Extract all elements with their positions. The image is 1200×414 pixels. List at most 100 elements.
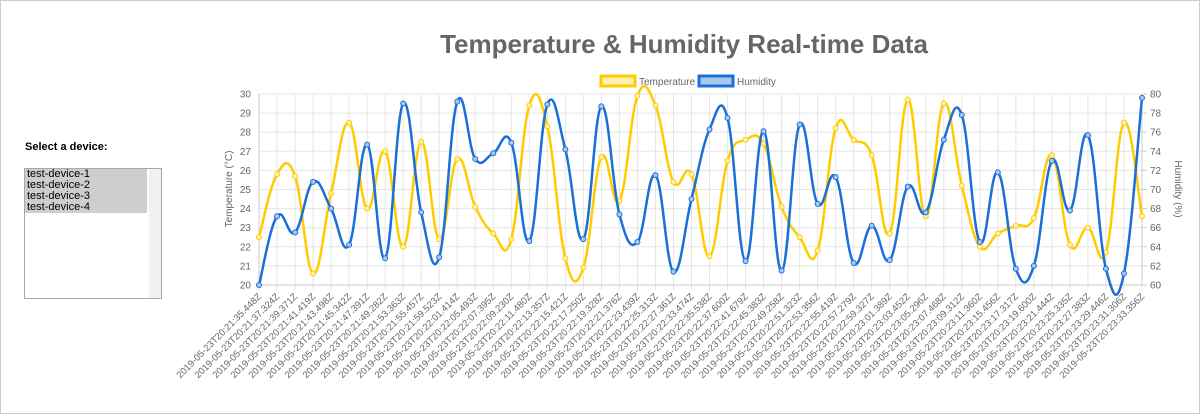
data-point (292, 173, 299, 180)
data-point (616, 211, 623, 218)
data-point (400, 100, 407, 107)
data-point (886, 257, 893, 264)
data-point (1030, 215, 1037, 222)
scrollbar[interactable] (149, 169, 161, 298)
data-point (940, 136, 947, 143)
legend-swatch (599, 74, 637, 88)
data-point (256, 282, 262, 288)
data-point (742, 258, 749, 265)
y-tick-label: 30 (240, 90, 252, 101)
data-point (580, 264, 587, 271)
data-point (1048, 152, 1055, 159)
data-point (526, 238, 533, 245)
data-point (688, 196, 695, 203)
y-tick-label: 23 (240, 223, 252, 234)
y2-tick-label: 78 (1150, 109, 1162, 120)
data-point (814, 247, 821, 254)
series-line (257, 84, 1144, 283)
data-point (706, 126, 713, 133)
data-point (328, 190, 335, 197)
y2-tick-label: 70 (1150, 185, 1162, 196)
data-point (418, 209, 425, 216)
device-option[interactable]: test-device-2 (25, 180, 147, 191)
data-point (1030, 262, 1037, 269)
data-point (454, 155, 461, 162)
data-point (1084, 132, 1091, 139)
data-point (346, 119, 353, 126)
data-point (868, 152, 875, 159)
data-point (598, 154, 605, 161)
device-option[interactable]: test-device-4 (25, 202, 147, 213)
data-point (346, 241, 353, 248)
data-point (382, 148, 389, 155)
data-point (832, 125, 839, 132)
data-point (886, 230, 893, 237)
data-point (472, 203, 479, 210)
data-point (760, 128, 767, 135)
y2-tick-label: 76 (1150, 128, 1162, 139)
y-tick-label: 25 (240, 185, 252, 196)
data-point (958, 182, 965, 189)
device-listbox[interactable]: test-device-1 test-device-2 test-device-3 t… (24, 168, 162, 299)
data-point (400, 243, 407, 250)
data-point (1102, 265, 1109, 272)
device-label: Select a device: (25, 141, 108, 153)
data-point (994, 169, 1001, 176)
data-point (1012, 222, 1019, 229)
data-point (976, 243, 983, 250)
data-point (544, 101, 551, 108)
data-point (904, 183, 911, 190)
device-option[interactable]: test-device-1 (25, 169, 147, 180)
series-line (257, 97, 1144, 296)
data-point (724, 157, 731, 164)
data-point (274, 213, 281, 220)
data-point (1084, 224, 1091, 231)
data-point (760, 140, 767, 147)
data-point (490, 150, 497, 157)
data-point (814, 200, 821, 207)
data-point (922, 209, 929, 216)
data-point (310, 270, 317, 277)
chart-title: Temperature & Humidity Real-time Data (440, 29, 928, 59)
data-point (1120, 270, 1127, 277)
y2-tick-label: 72 (1150, 166, 1162, 177)
data-point (382, 255, 389, 262)
data-point (562, 146, 569, 153)
data-point (742, 136, 749, 143)
data-point (634, 239, 641, 246)
data-point (544, 123, 551, 130)
data-point (1066, 241, 1073, 248)
data-point (490, 230, 497, 237)
data-point (670, 178, 677, 185)
data-point (796, 234, 803, 241)
y2-tick-label: 68 (1150, 204, 1162, 215)
y-tick-label: 22 (240, 242, 252, 253)
data-point (706, 253, 713, 260)
y-tick-label: 26 (240, 166, 252, 177)
data-point (256, 234, 262, 241)
data-point (1120, 119, 1127, 126)
data-point (1012, 265, 1019, 272)
y2-tick-label: 80 (1150, 90, 1162, 101)
y-tick-label: 28 (240, 128, 252, 139)
data-point (1139, 94, 1145, 101)
data-point (526, 102, 533, 109)
data-point (454, 98, 461, 105)
data-point (1066, 207, 1073, 214)
data-point (778, 203, 785, 210)
data-point (364, 141, 371, 148)
device-option[interactable]: test-device-3 (25, 191, 147, 202)
legend-swatch (697, 74, 735, 88)
data-point (508, 236, 515, 243)
data-point (904, 96, 911, 103)
data-point (310, 178, 317, 185)
data-point (940, 100, 947, 107)
data-point (328, 205, 335, 212)
y2-tick-label: 60 (1150, 281, 1162, 292)
data-point (850, 260, 857, 267)
y2-tick-label: 66 (1150, 223, 1162, 234)
data-point (994, 230, 1001, 237)
data-point (562, 255, 569, 262)
